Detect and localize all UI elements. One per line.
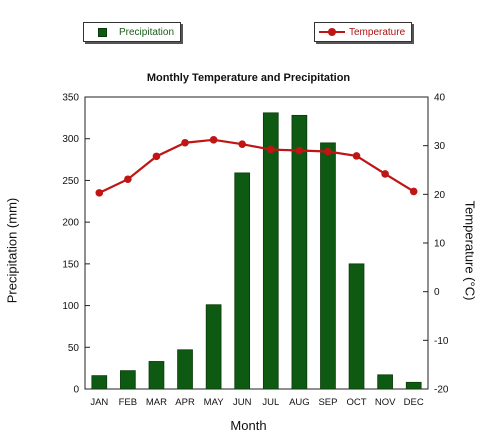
x-tick-label: DEC xyxy=(404,397,424,408)
y-right-tick-label: 30 xyxy=(434,141,446,152)
legend-label-temperature: Temperature xyxy=(349,26,406,38)
y-right-tick-label: 10 xyxy=(434,239,446,250)
bar-precipitation xyxy=(262,112,279,390)
x-tick-label: JUN xyxy=(233,397,252,408)
point-temperature xyxy=(95,189,104,197)
x-axis-label: Month xyxy=(230,418,267,433)
y-right-tick-label: -20 xyxy=(434,385,449,396)
bar-precipitation xyxy=(177,349,193,390)
y-right-tick-label: 40 xyxy=(434,93,446,104)
x-tick-label: AUG xyxy=(289,397,310,408)
y-left-tick-label: 200 xyxy=(62,218,79,229)
bar-precipitation xyxy=(291,114,308,390)
point-temperature xyxy=(238,140,247,149)
point-temperature xyxy=(381,170,389,178)
point-temperature xyxy=(352,152,361,160)
bar-precipitation xyxy=(377,374,393,390)
x-tick-label: MAY xyxy=(204,397,225,408)
y-right-tick-label: 0 xyxy=(434,287,440,298)
bar-precipitation xyxy=(91,375,108,390)
bar-precipitation xyxy=(348,263,365,390)
x-tick-label: JAN xyxy=(90,397,108,408)
x-tick-label: MAR xyxy=(146,397,167,408)
y-left-tick-label: 50 xyxy=(68,343,80,354)
y-left-tick-label: 100 xyxy=(62,301,79,312)
legend-item-temperature: Temperature xyxy=(314,22,412,42)
bar-precipitation xyxy=(120,370,136,390)
point-temperature xyxy=(124,175,132,184)
point-temperature xyxy=(209,136,218,144)
x-tick-label: APR xyxy=(175,397,195,408)
y-left-tick-label: 150 xyxy=(62,259,79,270)
y-axis-right-label: Temperature (°C) xyxy=(462,200,478,301)
bar-precipitation xyxy=(148,361,165,390)
point-temperature xyxy=(324,147,332,156)
x-tick-label: OCT xyxy=(347,397,367,408)
y-left-tick-label: 250 xyxy=(62,176,79,187)
point-temperature xyxy=(152,152,161,161)
y-right-tick-label: 20 xyxy=(434,190,446,201)
y-left-tick-label: 300 xyxy=(62,134,79,145)
x-tick-label: FEB xyxy=(119,397,137,408)
legend-swatch-precipitation xyxy=(98,27,107,37)
legend-swatch-temperature xyxy=(319,27,345,37)
bar-precipitation xyxy=(405,381,422,390)
legend-item-precipitation: Precipitation xyxy=(83,22,181,42)
chart-title: Monthly Temperature and Precipitation xyxy=(146,72,351,84)
plot-frame xyxy=(84,96,429,390)
bar-precipitation xyxy=(205,304,222,390)
bar-precipitation xyxy=(320,142,336,390)
y-left-tick-label: 0 xyxy=(73,385,79,396)
x-tick-label: JUL xyxy=(262,397,279,408)
line-temperature xyxy=(98,138,415,194)
point-temperature xyxy=(409,187,418,196)
point-temperature xyxy=(295,146,304,155)
y-axis-left-label: Precipitation (mm) xyxy=(4,197,20,304)
x-tick-label: NOV xyxy=(375,397,396,408)
legend-label-precipitation: Precipitation xyxy=(119,26,175,38)
y-right-tick-label: -10 xyxy=(434,336,449,347)
bar-precipitation xyxy=(234,172,251,390)
x-tick-label: SEP xyxy=(318,397,337,408)
point-temperature xyxy=(181,138,189,147)
y-left-tick-label: 350 xyxy=(62,93,79,104)
point-temperature xyxy=(266,145,275,154)
